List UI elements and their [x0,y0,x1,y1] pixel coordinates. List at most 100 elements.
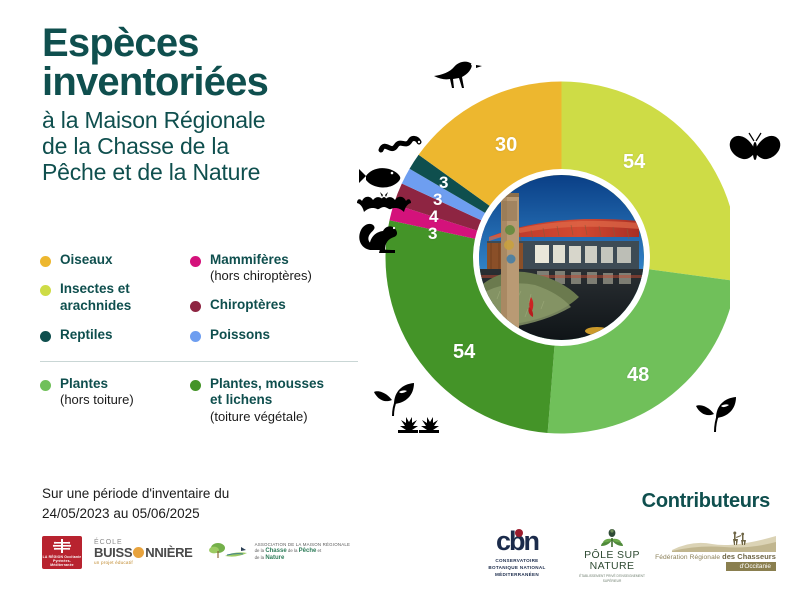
bird-icon [434,61,482,88]
legend-label-plantes-mousses: Plantes, mousses [210,375,325,391]
ecole-main-a: BUISS [94,545,133,561]
frc-title-pre: Fédération Régionale [655,554,723,561]
building-photo-illustration [479,175,644,340]
legend-swatch-reptiles [40,331,51,343]
center-photo [473,169,650,346]
page-title: Espèces inventoriées [42,21,362,105]
legend-top-grid: Oiseaux Insectes et arachnides Reptiles [40,252,370,357]
title-line-2: inventoriées [42,60,269,105]
assoc-l3-b: Nature [265,555,285,562]
snake-icon [378,136,422,153]
association-line-2: de la Chasse de la Pêche et [255,548,351,556]
frc-subtitle-bar: d'Occitanie [725,562,776,571]
legend-note-plantes: (hors toiture) [60,392,134,408]
cbn-caption-2: BOTANIQUE NATIONAL [488,564,546,570]
butterfly-icon [729,132,781,160]
assoc-l2-end: et [316,547,322,553]
logo-pole-sup-nature: PÔLE SUP NATURE ÉTABLISSEMENT PRIVÉ D'EN… [576,528,648,583]
moss-icon [398,417,439,433]
ecole-top-label: ÉCOLE [94,539,123,547]
legend-label-insectes: Insectes et [60,281,130,297]
cbn-caption-3: MÉDITERRANÉEN [495,571,539,577]
subtitle-line-2: de la Chasse de la [42,133,229,160]
legend-column-right: Mammifères (hors chiroptères) Chiroptère… [190,252,370,357]
legend-note-mammiferes: (hors chiroptères) [210,268,312,284]
legend-column-left: Oiseaux Insectes et arachnides Reptiles [40,252,190,357]
legend-item-oiseaux: Oiseaux [40,252,190,268]
leaf-sprout-icon-right [696,397,736,433]
contributors-heading: Contributeurs [641,490,771,512]
frc-title-bold: des Chasseurs [722,552,776,561]
assoc-l2-b: Chasse [265,547,287,554]
occitanie-cross-icon [52,538,72,553]
legend-label-oiseaux: Oiseaux [60,252,113,267]
title-block: Espèces inventoriées à la Maison Régiona… [42,21,362,186]
period-line-2: 24/05/2023 au 05/06/2025 [42,505,200,521]
title-line-1: Espèces [42,21,200,65]
association-line-1: ASSOCIATION DE LA MAISON RÉGIONALE [254,542,351,548]
legend-item-plantes: Plantes (hors toiture) [40,376,190,408]
fish-icon [359,168,401,188]
legend-bottom-grid: Plantes (hors toiture) Plantes, mousses … [40,376,370,438]
subtitle-line-1: à la Maison Régionale [42,107,266,134]
legend-column-right-bottom: Plantes, mousses et lichens (toiture vég… [190,376,370,438]
leaf-sprout-icon [374,383,414,417]
frc-title: Fédération Régionale des Chasseurs [655,552,776,561]
assoc-l3-pre: de la [254,555,266,561]
logo-association-mrcpn: ASSOCIATION DE LA MAISON RÉGIONALE de la… [205,542,351,564]
cbn-caption: CONSERVATOIRE BOTANIQUE NATIONAL MÉDITER… [488,558,545,579]
legend-label-insectes-2: arachnides [60,297,132,313]
pole-caption: ÉTABLISSEMENT PRIVÉ D'ENSEIGNEMENT SUPÉR… [579,574,645,583]
legend-item-chiropteres: Chiroptères [190,297,370,313]
hunters-landscape-icon [672,531,776,552]
legend-item-plantes-mousses: Plantes, mousses et lichens (toiture vég… [190,376,370,425]
cbn-red-dot-icon [514,529,523,537]
page-subtitle: à la Maison Régionale de la Chasse de la… [42,107,362,185]
legend-label-poissons: Poissons [210,326,271,342]
chart-legend: Oiseaux Insectes et arachnides Reptiles [40,252,370,438]
cbn-caption-1: CONSERVATOIRE [495,558,539,563]
legend-swatch-chiropteres [190,301,201,313]
association-line-3: de la Nature [255,555,351,563]
legend-item-reptiles: Reptiles [40,327,190,343]
inventory-period: Sur une période d'inventaire du 24/05/20… [42,484,342,523]
donut-chart: 54 48 54 3 4 3 3 30 [385,66,730,486]
legend-swatch-oiseaux [40,256,51,267]
partner-logos-left: LA RÉGION Occitanie Pyrénées-Méditerrané… [42,536,350,569]
pole-sup-nature-plant-icon [601,529,623,547]
legend-label-plantes: Plantes [60,375,109,391]
subtitle-line-3: Pêche et de la Nature [42,158,261,185]
pole-line-2: NATURE [589,560,635,573]
assoc-l2-pre: de la [254,547,266,553]
logo-region-occitanie: LA RÉGION Occitanie Pyrénées-Méditerrané… [42,536,82,569]
legend-note-plantes-mousses: (toiture végétale) [210,408,308,424]
period-line-1: Sur une période d'inventaire du [42,486,230,501]
partner-logos-right: cbn CONSERVATOIRE BOTANIQUE NATIONAL MÉD… [478,528,776,583]
cbn-wordmark: cbn [496,528,540,555]
legend-label-mammiferes: Mammifères [210,252,289,267]
legend-item-mammiferes: Mammifères (hors chiroptères) [190,252,370,284]
assoc-l2-mid: de la [286,547,299,553]
logo-cbn: cbn CONSERVATOIRE BOTANIQUE NATIONAL MÉD… [478,528,556,579]
ecole-sun-icon [133,547,145,559]
logo-federation-chasseurs: Fédération Régionale des Chasseurs d'Occ… [655,528,776,571]
ecole-main-b: NNIÈRE [145,545,193,561]
legend-item-insectes: Insectes et arachnides [40,281,190,314]
ecole-main-label: BUISS NNIÈRE [94,546,193,559]
legend-swatch-plantes [40,379,51,391]
legend-swatch-mammiferes [190,256,201,267]
association-nature-icon [208,542,247,558]
legend-swatch-plantes-mousses [190,379,201,391]
occitanie-caption: LA RÉGION Occitanie Pyrénées-Méditerrané… [42,554,82,568]
legend-item-poissons: Poissons [190,327,370,343]
logo-ecole-buissonniere: ÉCOLE BUISS NNIÈRE un projet éducatif [94,539,193,566]
legend-swatch-poissons [190,330,201,342]
bat-icon [357,192,411,212]
pole-line-1: PÔLE SUP [584,549,640,561]
assoc-l2-b2: Pêche [298,547,317,554]
legend-label-chiropteres: Chiroptères [210,297,286,313]
legend-label-reptiles: Reptiles [60,327,113,343]
legend-label-plantes-mousses-2: et lichens [210,392,273,408]
squirrel-icon [359,223,398,253]
